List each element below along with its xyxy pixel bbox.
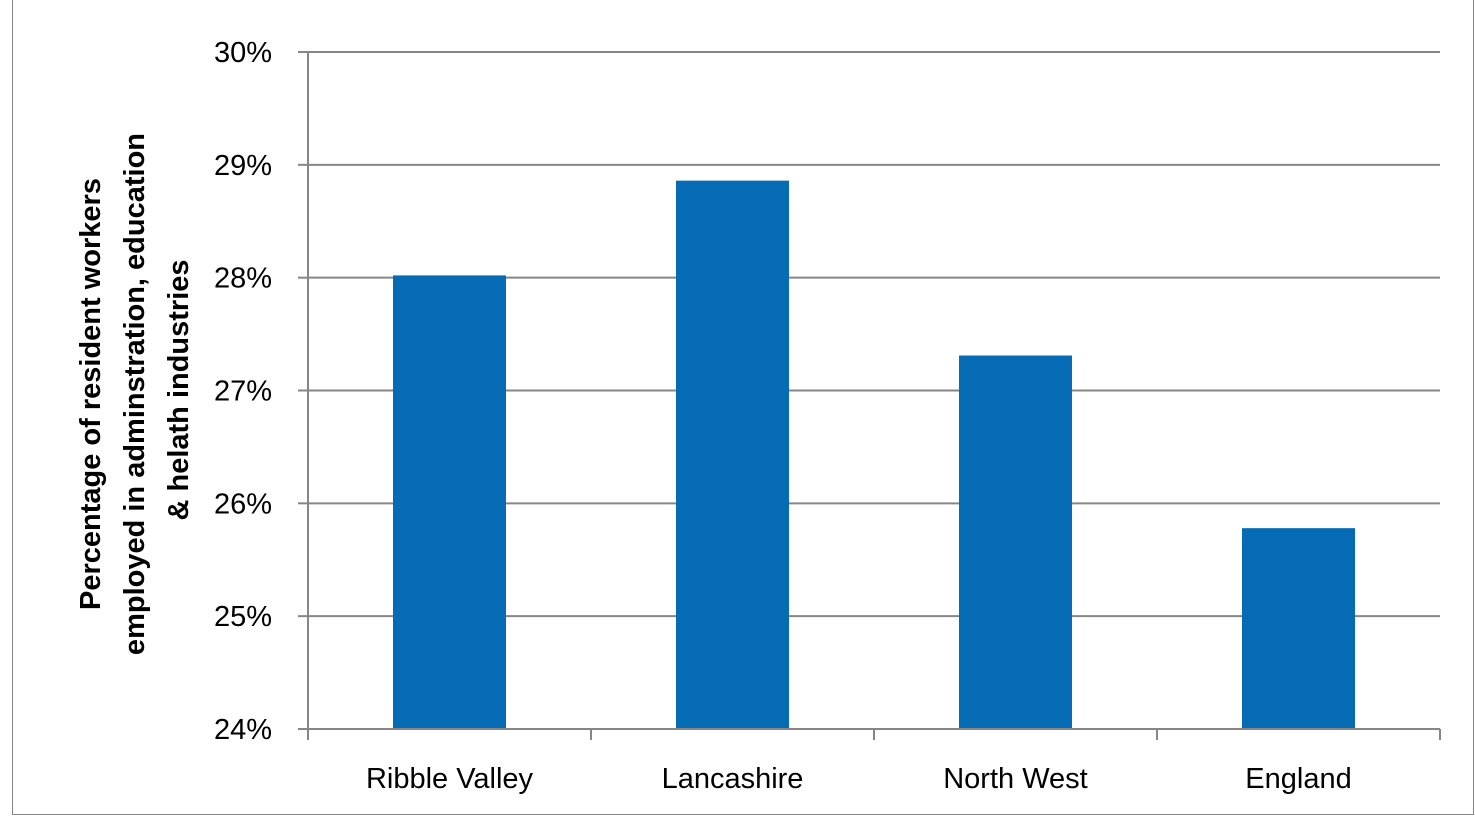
axes: [298, 51, 1441, 740]
x-tick-label: Lancashire: [662, 763, 804, 795]
y-tick-label: 25%: [214, 601, 272, 633]
y-tick-label: 30%: [214, 37, 272, 69]
y-axis-title-line-2: employed in adminstration, education: [119, 133, 151, 655]
x-tick-labels: Ribble Valley Lancashire North West England: [366, 763, 1352, 795]
y-axis-title-line-3: & helath industries: [163, 259, 195, 520]
bar: [959, 355, 1072, 729]
y-tick-label: 29%: [214, 150, 272, 182]
x-tick-label: England: [1245, 763, 1351, 795]
y-tick-label: 24%: [214, 714, 272, 746]
x-tick-label: Ribble Valley: [366, 763, 534, 795]
y-tick-label: 26%: [214, 488, 272, 520]
y-tick-label: 28%: [214, 263, 272, 295]
bar: [393, 275, 506, 729]
y-tick-label: 27%: [214, 376, 272, 408]
bars: [393, 180, 1355, 729]
bar: [1242, 528, 1355, 729]
y-axis-title-line-1: Percentage of resident workers: [75, 178, 107, 610]
y-axis-title: Percentage of resident workers employed …: [75, 125, 195, 655]
bar: [676, 180, 789, 729]
y-tick-labels: 24% 25% 26% 27% 28% 29% 30%: [214, 37, 272, 746]
x-tick-label: North West: [943, 763, 1088, 795]
